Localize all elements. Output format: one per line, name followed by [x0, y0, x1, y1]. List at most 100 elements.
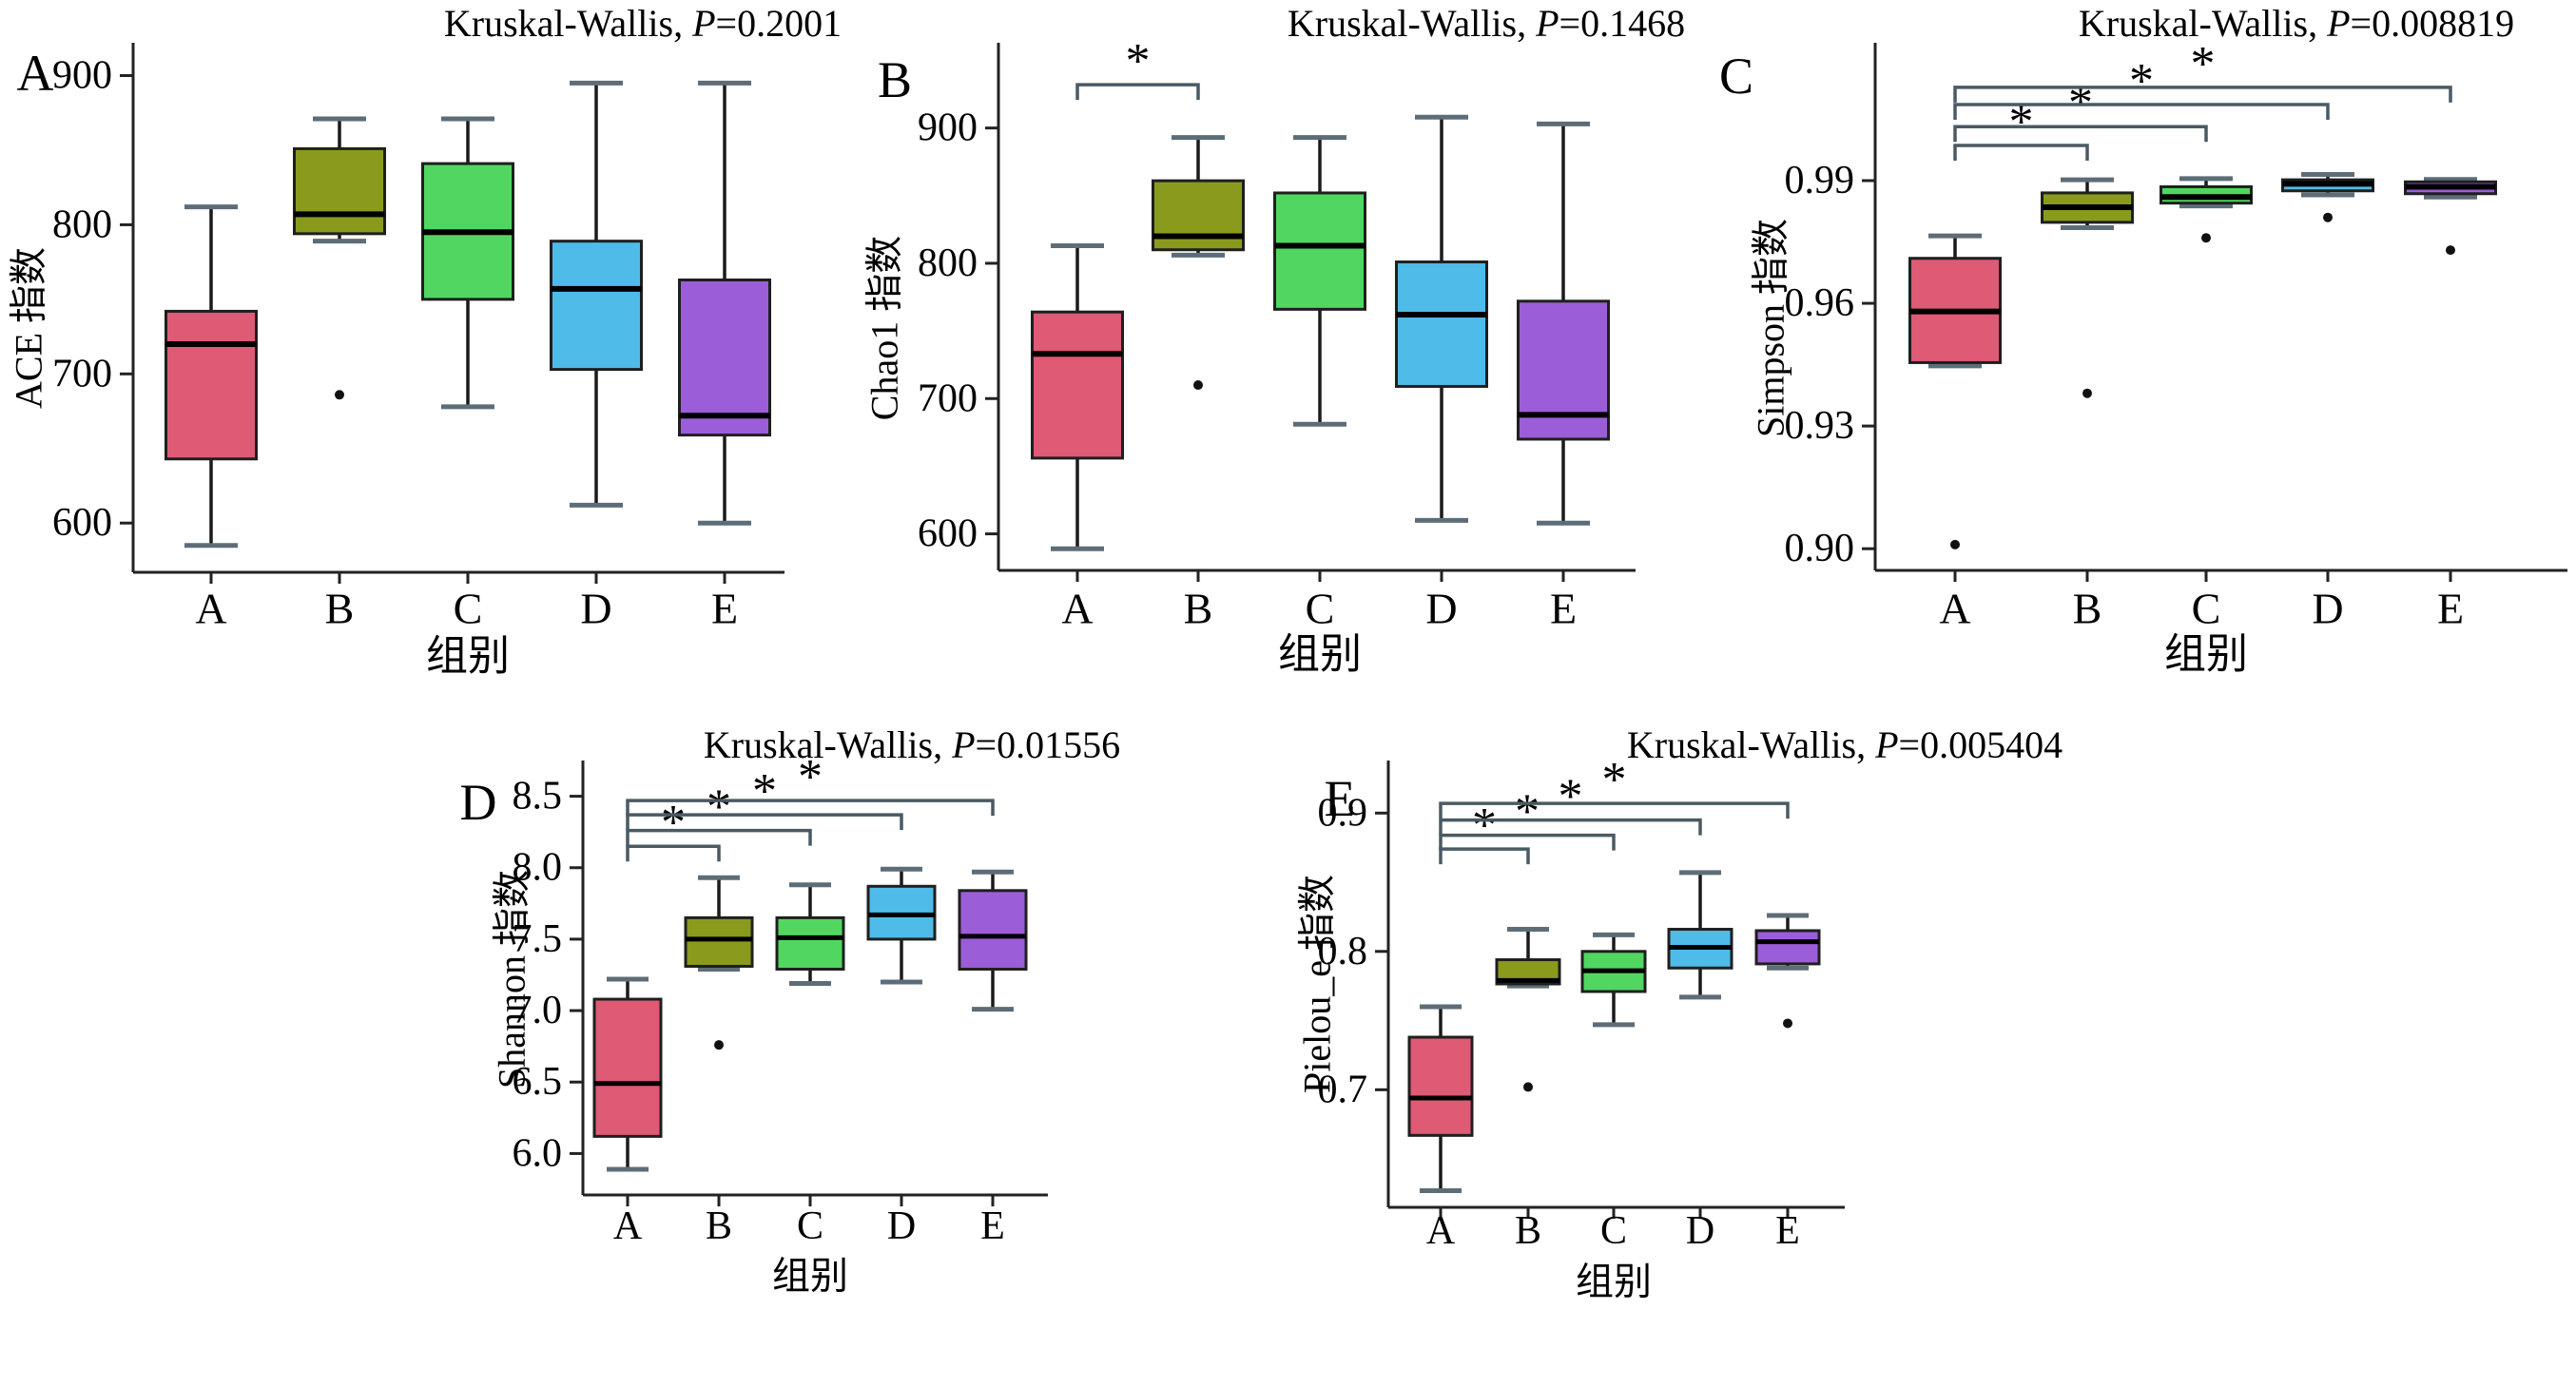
- bracket-line: [1953, 86, 2452, 103]
- y-tick-label: 0.8: [1318, 930, 1368, 973]
- iqr-box: [1152, 179, 1245, 252]
- significance-asterisk: *: [1515, 785, 1540, 839]
- significance-asterisk: *: [2129, 54, 2154, 108]
- panel-D-ylabel: Shannon 指数: [491, 870, 533, 1088]
- iqr-box: [1395, 260, 1488, 388]
- iqr-box: [958, 889, 1028, 971]
- panel-A: Kruskal-Wallis, P=0.2001A600700800900ACE…: [8, 2, 843, 680]
- significance-asterisk: *: [798, 750, 823, 804]
- outlier-point: [2201, 233, 2211, 243]
- panel-C-title: Kruskal-Wallis, P=0.008819: [2079, 2, 2514, 45]
- box-D-A: [592, 976, 663, 1172]
- significance-asterisk: *: [1602, 753, 1627, 807]
- x-tick-label-E: E: [1550, 585, 1577, 633]
- box-A-D: [550, 80, 643, 508]
- bracket-line: [626, 844, 721, 862]
- box-C-C: [2160, 176, 2253, 243]
- panel-C-xlabel: 组别: [2164, 631, 2248, 678]
- x-tick-label-A: A: [613, 1204, 643, 1248]
- box-D-D: [866, 866, 937, 985]
- bracket-line: [1439, 833, 1616, 851]
- x-tick-label-D: D: [1425, 585, 1457, 633]
- significance-asterisk: *: [707, 780, 731, 835]
- box-A-A: [165, 204, 258, 549]
- x-tick-label-C: C: [2192, 585, 2221, 633]
- y-tick-label: 6.0: [513, 1131, 563, 1175]
- box-C-B: [2041, 177, 2134, 398]
- outlier-point: [714, 1040, 724, 1050]
- y-tick-label: 0.9: [1318, 791, 1368, 835]
- panel-letter-C: C: [1719, 48, 1753, 105]
- significance-bracket-A-B: *: [1075, 34, 1200, 101]
- bracket-line: [626, 813, 903, 831]
- panel-B: Kruskal-Wallis, P=0.1468 B 600 700 800 900 Cha…: [863, 2, 1686, 678]
- iqr-box: [684, 915, 754, 968]
- significance-bracket-A-E: *: [1953, 37, 2452, 103]
- box-B-B: [1152, 135, 1245, 391]
- iqr-box: [1517, 299, 1610, 441]
- significance-asterisk: *: [2191, 37, 2216, 91]
- bracket-line: [1953, 103, 2330, 120]
- panel-A-axes: [131, 43, 784, 574]
- panel-C-ylabel: Simpson 指数: [1750, 219, 1792, 437]
- significance-bracket-A-D: *: [1439, 770, 1702, 836]
- panel-E-ylabel: Pielou_e 指数: [1296, 875, 1339, 1093]
- y-tick-label: 600: [918, 512, 978, 556]
- box-D-C: [775, 882, 845, 987]
- box-A-E: [678, 80, 771, 526]
- outlier-point: [1950, 539, 1960, 549]
- iqr-box: [678, 278, 771, 437]
- iqr-box: [293, 146, 386, 236]
- y-tick-label: 8.0: [513, 846, 563, 890]
- x-tick-label-E: E: [980, 1204, 1005, 1248]
- y-tick-label: 0.90: [1785, 527, 1855, 570]
- box-E-B: [1495, 927, 1561, 1092]
- y-tick-label: 0.99: [1785, 159, 1855, 202]
- x-tick-label-B: B: [1515, 1209, 1541, 1253]
- box-C-E: [2404, 177, 2497, 256]
- significance-bracket-A-B: *: [1439, 799, 1530, 865]
- panel-B-xlabel: 组别: [1278, 631, 1362, 678]
- panel-A-title: Kruskal-Wallis, P=0.2001: [444, 2, 842, 45]
- panel-C: Kruskal-Wallis, P=0.008819 C 0.90 0.93 0.96 0…: [1719, 2, 2567, 678]
- y-tick-label: 800: [918, 241, 978, 285]
- x-tick-label-A: A: [195, 585, 226, 633]
- x-tick-label-E: E: [1775, 1209, 1800, 1253]
- iqr-box: [550, 240, 643, 372]
- iqr-box: [592, 997, 663, 1138]
- y-tick-label: 0.96: [1785, 281, 1855, 325]
- box-D-E: [958, 869, 1028, 1012]
- box-B-C: [1273, 135, 1366, 427]
- iqr-box: [1273, 191, 1366, 311]
- x-tick-label-D: D: [887, 1204, 916, 1248]
- bracket-line: [1953, 125, 2208, 143]
- x-tick-label-C: C: [454, 585, 483, 633]
- significance-bracket-A-D: *: [1953, 54, 2330, 120]
- x-tick-label-B: B: [325, 585, 355, 633]
- iqr-box: [165, 309, 258, 461]
- significance-bracket-A-E: *: [626, 750, 995, 817]
- x-tick-label-B: B: [2073, 585, 2102, 633]
- x-tick-label-C: C: [1306, 585, 1335, 633]
- significance-asterisk: *: [661, 796, 686, 850]
- bracket-line: [626, 799, 995, 817]
- outlier-point: [1193, 380, 1203, 391]
- iqr-box: [1031, 310, 1124, 460]
- panel-D-title: Kruskal-Wallis, P=0.01556: [704, 723, 1120, 766]
- x-tick-label-C: C: [797, 1204, 823, 1248]
- panel-A-xlabel: 组别: [426, 633, 510, 680]
- x-tick-label-D: D: [580, 585, 611, 633]
- y-tick-label: 8.5: [513, 775, 563, 819]
- bracket-line: [1439, 801, 1790, 819]
- outlier-point: [2446, 245, 2455, 256]
- y-tick-label: 0.7: [1318, 1068, 1368, 1111]
- box-B-A: [1031, 242, 1124, 551]
- outlier-point: [1523, 1082, 1533, 1092]
- panel-D-axes: [581, 761, 1048, 1197]
- y-tick-label: 6.5: [513, 1060, 563, 1104]
- iqr-box: [1754, 929, 1821, 966]
- bracket-line: [1953, 144, 2089, 161]
- box-E-E: [1754, 913, 1821, 1029]
- y-tick-label: 900: [52, 54, 112, 98]
